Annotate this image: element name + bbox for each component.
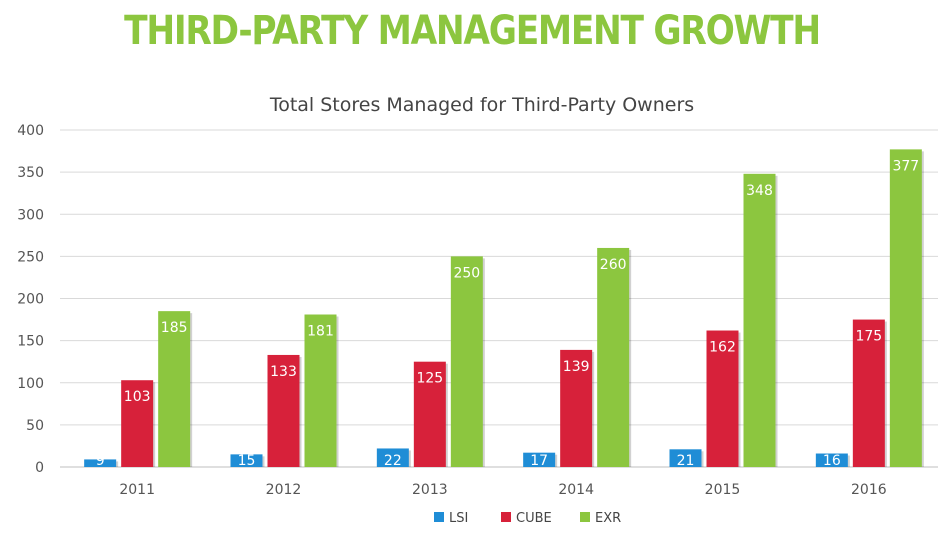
- legend-label: EXR: [595, 511, 621, 526]
- y-tick-label: 0: [35, 460, 44, 476]
- data-label: 15: [238, 453, 256, 469]
- data-label: 22: [384, 453, 402, 469]
- data-label: 16: [823, 453, 841, 469]
- x-tick-label: 2013: [412, 482, 448, 498]
- data-label: 185: [161, 320, 188, 336]
- x-tick-label: 2015: [705, 482, 741, 498]
- bar-exr: [158, 311, 191, 467]
- data-label: 250: [453, 265, 480, 281]
- data-label: 21: [677, 453, 695, 469]
- bar-lsi: [815, 453, 848, 467]
- data-label: 103: [124, 389, 151, 405]
- x-tick-label: 2011: [119, 482, 155, 498]
- data-label: 133: [270, 364, 297, 380]
- bar-exr: [450, 256, 483, 467]
- y-axis-ticks: 0 50 100 150 200 250 300 350 400: [17, 123, 44, 476]
- bar-cube: [413, 361, 446, 467]
- bar-lsi: [84, 459, 117, 467]
- data-label: 125: [416, 371, 443, 387]
- bar-cube: [267, 354, 300, 467]
- y-tick-label: 150: [17, 334, 44, 350]
- y-tick-label: 100: [17, 376, 44, 392]
- x-tick-label: 2014: [558, 482, 594, 498]
- data-label: 17: [530, 453, 548, 469]
- bar-lsi: [230, 454, 263, 467]
- data-label: 162: [709, 340, 736, 356]
- y-tick-label: 350: [17, 165, 44, 181]
- data-label: 260: [600, 257, 627, 273]
- bar-exr: [889, 149, 922, 467]
- bar-cube: [560, 349, 593, 467]
- legend-swatch: [580, 512, 590, 522]
- y-tick-label: 300: [17, 207, 44, 223]
- y-tick-label: 200: [17, 292, 44, 308]
- y-tick-label: 250: [17, 249, 44, 265]
- bar-cube: [121, 380, 154, 467]
- y-tick-label: 50: [26, 418, 44, 434]
- data-label: 181: [307, 324, 334, 340]
- legend: LSI CUBE EXR: [434, 511, 621, 526]
- chart-title: Total Stores Managed for Third-Party Own…: [269, 94, 694, 116]
- x-axis-ticks: 2011 2012 2013 2014 2015 2016: [119, 482, 886, 498]
- data-label: 9: [96, 453, 105, 469]
- data-label: 348: [746, 183, 773, 199]
- bars: 9 103 185 15 133 181 22 125 250 17 139 260 21 162 348 1…: [84, 149, 924, 469]
- bar-cube: [852, 319, 885, 467]
- x-tick-label: 2016: [851, 482, 887, 498]
- data-label: 139: [563, 359, 590, 375]
- page-headline: THIRD-PARTY MANAGEMENT GROWTH: [124, 8, 821, 54]
- data-label: 377: [892, 158, 919, 174]
- bar-exr: [597, 247, 630, 467]
- legend-swatch: [501, 512, 511, 522]
- bar-cube: [706, 330, 739, 467]
- x-tick-label: 2012: [266, 482, 302, 498]
- grid-lines: [60, 129, 938, 468]
- bar-exr: [304, 314, 337, 467]
- legend-label: LSI: [449, 511, 468, 526]
- legend-swatch: [434, 512, 444, 522]
- bar-lsi: [523, 452, 556, 467]
- bar-lsi: [669, 449, 702, 467]
- data-label: 175: [855, 329, 882, 345]
- bar-lsi: [376, 448, 409, 467]
- y-tick-label: 400: [17, 123, 44, 139]
- bar-exr: [743, 173, 776, 467]
- legend-label: CUBE: [516, 511, 552, 526]
